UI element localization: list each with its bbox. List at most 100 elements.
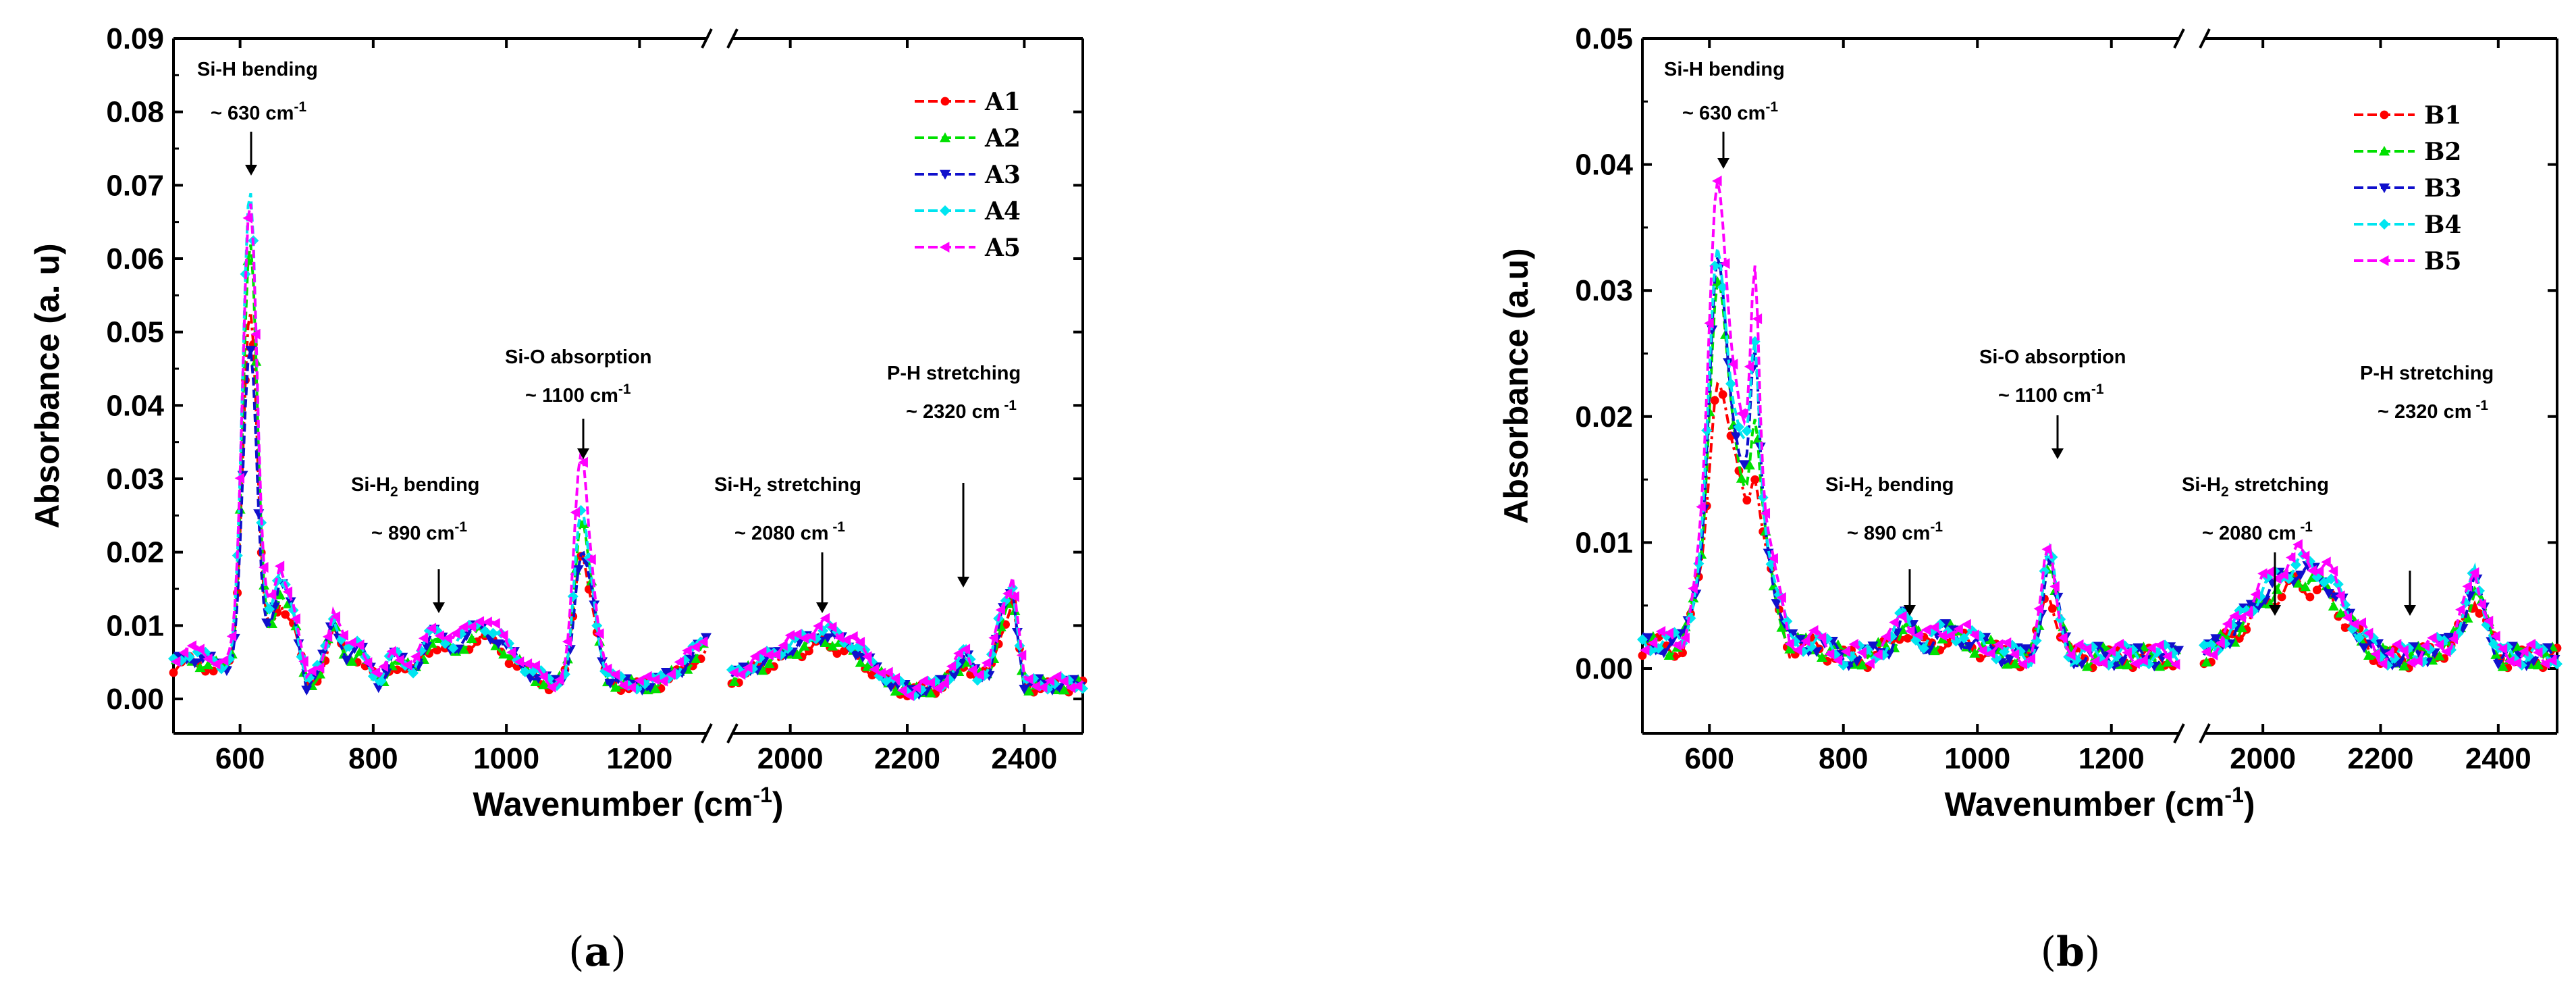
data-point xyxy=(2349,619,2359,630)
data-point xyxy=(1856,647,1867,658)
data-point xyxy=(2533,659,2544,670)
axis-break-mark xyxy=(701,28,713,49)
data-point xyxy=(346,656,358,666)
data-point xyxy=(735,669,746,680)
data-point xyxy=(2066,650,2076,661)
data-point xyxy=(1727,359,1738,370)
data-point xyxy=(1030,681,1041,692)
data-point xyxy=(2335,590,2345,602)
data-point xyxy=(2082,661,2093,671)
legend-marker xyxy=(940,205,950,216)
data-point xyxy=(932,683,942,694)
data-point xyxy=(1945,629,1955,641)
data-point xyxy=(2243,608,2253,619)
data-point xyxy=(1816,652,1827,662)
data-point xyxy=(610,669,620,681)
data-point xyxy=(634,675,644,686)
panel-a-caption: (a) xyxy=(568,929,626,976)
data-point xyxy=(820,612,830,624)
data-point xyxy=(1856,659,1868,670)
legend-label: A5 xyxy=(984,234,1021,262)
data-point xyxy=(1985,634,1997,645)
data-point xyxy=(2427,632,2437,644)
data-point xyxy=(2519,646,2529,657)
annotation-title: Si-H bending xyxy=(1664,59,1785,80)
series-B1 xyxy=(1638,382,2562,673)
data-point xyxy=(660,668,672,678)
data-point xyxy=(666,669,676,680)
data-point xyxy=(1730,432,1742,442)
data-point xyxy=(2542,643,2554,653)
data-point xyxy=(1953,623,1963,635)
data-point xyxy=(2413,655,2423,667)
data-point xyxy=(2328,600,2339,611)
data-point xyxy=(2483,615,2494,627)
data-point xyxy=(1688,583,1698,594)
data-point xyxy=(538,671,548,682)
legend-label: A2 xyxy=(984,124,1021,153)
data-point xyxy=(1023,685,1035,696)
y-axis-label: Absorbance (a. u) xyxy=(28,243,66,528)
x-axis-label: Wavenumber (cm-1) xyxy=(473,783,783,823)
data-point xyxy=(259,562,269,573)
peak-annotation: P-H stretching ~ 2320 cm -1 xyxy=(887,363,1021,588)
data-point xyxy=(778,639,788,651)
data-point xyxy=(448,642,459,654)
data-point xyxy=(728,676,740,686)
data-point xyxy=(2236,622,2247,633)
annotation-arrowhead xyxy=(816,602,828,613)
data-point xyxy=(911,682,921,694)
data-point xyxy=(1816,631,1827,643)
data-point xyxy=(2058,632,2068,644)
data-point xyxy=(458,621,468,633)
series-A3 xyxy=(173,346,1086,700)
annotation-wavenumber: ~ 2320 cm -1 xyxy=(2378,398,2488,423)
x-tick-label: 800 xyxy=(348,742,398,775)
data-point xyxy=(799,641,810,651)
data-point xyxy=(1736,473,1747,483)
data-point xyxy=(1985,648,1995,659)
data-point xyxy=(2363,627,2373,639)
data-point xyxy=(918,675,928,687)
data-point xyxy=(2321,556,2331,568)
annotation-title: Si-H2 bending xyxy=(351,474,480,500)
annotation-arrowhead xyxy=(1717,158,1729,169)
annotation-wavenumber: ~ 630 cm-1 xyxy=(1682,99,1778,124)
data-point xyxy=(948,671,960,681)
data-point xyxy=(301,685,313,696)
data-point xyxy=(988,632,998,644)
legend-label: A1 xyxy=(984,88,1021,116)
data-point xyxy=(186,640,197,652)
data-point xyxy=(189,658,200,669)
annotation-title: Si-H2 stretching xyxy=(2182,474,2329,500)
x-ticks: 600 800 1000 1200 2000 2200 2400 xyxy=(1685,38,2531,775)
data-point xyxy=(522,658,533,670)
panel-b: 0.00 0.01 0.02 0.03 0.04 0.05 600 800 1000 1200 20… xyxy=(1497,22,2562,976)
data-point xyxy=(2299,581,2311,592)
data-point xyxy=(1038,681,1048,693)
data-point xyxy=(2312,585,2322,595)
y-axis-label: Absorbance (a.u) xyxy=(1497,248,1535,523)
x-tick-label: 2200 xyxy=(874,742,940,775)
y-tick-label: 0.04 xyxy=(106,389,164,422)
data-point xyxy=(1733,421,1744,433)
data-point xyxy=(792,649,803,659)
data-point xyxy=(2290,559,2301,571)
data-point xyxy=(827,640,838,651)
data-point xyxy=(322,631,333,642)
legend-marker xyxy=(940,97,950,106)
data-point xyxy=(939,678,949,689)
data-point xyxy=(1065,682,1076,694)
y-tick-label: 0.02 xyxy=(106,536,164,569)
data-point xyxy=(2116,656,2128,667)
data-point xyxy=(2253,603,2264,613)
data-point xyxy=(2234,634,2244,643)
legend-marker xyxy=(2379,146,2390,156)
annotation-title: P-H stretching xyxy=(887,363,1021,384)
data-point xyxy=(2114,639,2124,650)
data-point xyxy=(261,618,273,629)
data-point xyxy=(298,656,308,667)
y-tick-label: 0.06 xyxy=(106,242,164,276)
data-point xyxy=(2547,655,2557,667)
